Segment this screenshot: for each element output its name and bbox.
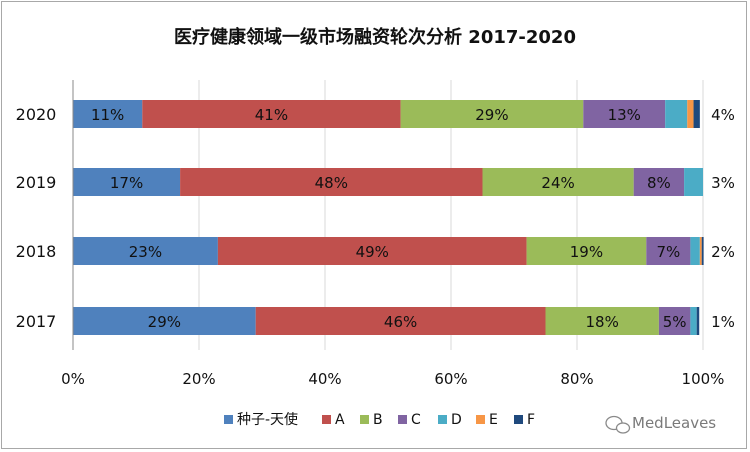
watermark-text: MedLeaves <box>632 414 716 432</box>
data-label: 5% <box>663 313 687 331</box>
legend-item: A <box>322 412 345 428</box>
x-tick-label: 100% <box>682 370 725 388</box>
bar-segment <box>699 237 702 265</box>
legend-label: D <box>451 412 462 428</box>
bar-segment <box>73 168 181 196</box>
bar-segment <box>696 307 700 335</box>
bar-segment <box>400 100 584 128</box>
y-tick-label: 2020 <box>16 105 57 124</box>
x-tick-label: 20% <box>182 370 215 388</box>
data-label: 48% <box>315 174 348 192</box>
bars: 11% 41% 29% 13% 4% 17% 48% 24% 8% 3% 23% 49% 19% 7% 2%… <box>73 100 735 335</box>
bar-segment <box>658 307 691 335</box>
bar-segment <box>482 168 634 196</box>
bar-segment <box>690 237 700 265</box>
data-label: 13% <box>608 106 641 124</box>
legend-item: E <box>476 412 498 428</box>
y-tick-label: 2017 <box>16 312 57 331</box>
bar-segment <box>545 307 659 335</box>
bar-segment <box>684 168 703 196</box>
bar-segment <box>633 168 685 196</box>
legend-label: F <box>527 412 535 428</box>
right-data-label: 2% <box>711 243 735 261</box>
bar-segment <box>646 237 691 265</box>
legend-item: F <box>514 412 535 428</box>
data-label: 46% <box>384 313 417 331</box>
legend-label: E <box>489 412 498 428</box>
legend-swatch <box>322 415 331 424</box>
bar-segment <box>701 237 704 265</box>
bar-segment <box>665 100 688 128</box>
legend-item: 种子-天使 <box>224 411 298 428</box>
legend-label: C <box>411 412 421 428</box>
bar-segment <box>73 307 256 335</box>
y-tick-label: 2018 <box>16 242 57 261</box>
data-label: 17% <box>110 174 143 192</box>
x-tick-label: 0% <box>61 370 85 388</box>
data-label: 11% <box>91 106 124 124</box>
bar-segment <box>687 100 694 128</box>
legend-label: A <box>335 412 345 428</box>
right-data-label: 3% <box>711 174 735 192</box>
axes: 0% 20% 40% 60% 80% 100% 2020 2019 2018 2017 <box>16 80 725 388</box>
legend-label: B <box>373 412 383 428</box>
legend-swatch <box>438 415 447 424</box>
data-label: 49% <box>356 243 389 261</box>
chart-title: 医疗健康领域一级市场融资轮次分析 2017-2020 <box>174 26 576 48</box>
bar-segment <box>693 100 700 128</box>
x-tick-label: 40% <box>308 370 341 388</box>
bar-segment <box>73 100 143 128</box>
bar-segment <box>526 237 647 265</box>
x-tick-label: 80% <box>560 370 593 388</box>
legend-swatch <box>398 415 407 424</box>
data-label: 41% <box>255 106 288 124</box>
data-label: 8% <box>647 174 671 192</box>
data-label: 24% <box>541 174 574 192</box>
watermark: MedLeaves <box>605 414 716 434</box>
legend-swatch <box>476 415 485 424</box>
bar-segment <box>73 237 218 265</box>
legend: 种子-天使 A B C D E F <box>224 411 535 428</box>
data-label: 23% <box>129 243 162 261</box>
legend-item: C <box>398 412 421 428</box>
legend-swatch <box>360 415 369 424</box>
legend-item: D <box>438 412 462 428</box>
y-tick-label: 2019 <box>16 173 57 192</box>
data-label: 29% <box>148 313 181 331</box>
data-label: 18% <box>586 313 619 331</box>
bar-segment <box>255 307 546 335</box>
legend-label: 种子-天使 <box>237 411 298 428</box>
data-label: 19% <box>570 243 603 261</box>
legend-item: B <box>360 412 383 428</box>
legend-swatch <box>224 415 233 424</box>
right-data-label: 1% <box>711 313 735 331</box>
bar-segment <box>583 100 666 128</box>
legend-swatch <box>514 415 523 424</box>
bar-segment <box>690 307 697 335</box>
bar-segment <box>142 100 401 128</box>
wechat-icon <box>605 415 631 434</box>
data-label: 29% <box>475 106 508 124</box>
x-tick-label: 60% <box>434 370 467 388</box>
data-label: 7% <box>656 243 680 261</box>
bar-segment <box>180 168 483 196</box>
bar-segment <box>217 237 527 265</box>
right-data-label: 4% <box>711 106 735 124</box>
